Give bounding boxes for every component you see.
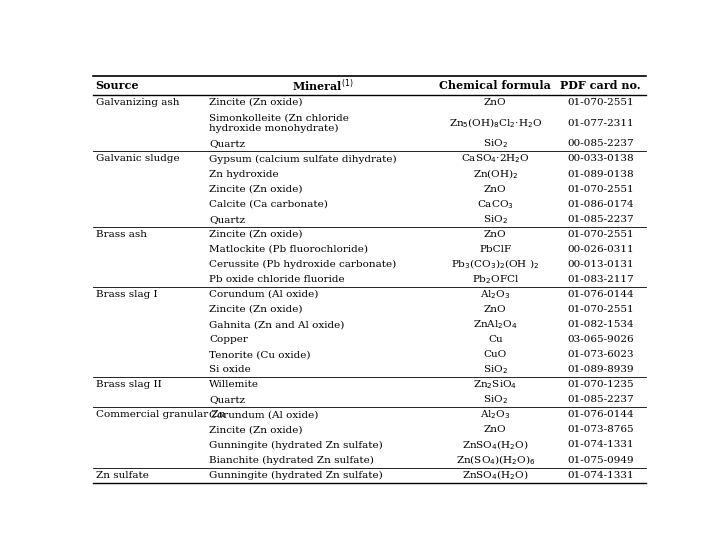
- Text: Simonkolleite (Zn chloride
hydroxide monohydrate): Simonkolleite (Zn chloride hydroxide mon…: [209, 113, 349, 133]
- Text: Corundum (Al oxide): Corundum (Al oxide): [209, 290, 319, 299]
- Text: Galvanizing ash: Galvanizing ash: [96, 98, 180, 107]
- Text: Gunningite (hydrated Zn sulfate): Gunningite (hydrated Zn sulfate): [209, 470, 383, 480]
- Text: Bianchite (hydrated Zn sulfate): Bianchite (hydrated Zn sulfate): [209, 456, 374, 464]
- Text: Gahnita (Zn and Al oxide): Gahnita (Zn and Al oxide): [209, 320, 345, 329]
- Text: 01-074-1331: 01-074-1331: [567, 440, 634, 450]
- Text: Al$_2$O$_3$: Al$_2$O$_3$: [480, 288, 510, 301]
- Text: Galvanic sludge: Galvanic sludge: [96, 154, 180, 164]
- Text: Calcite (Ca carbonate): Calcite (Ca carbonate): [209, 200, 328, 208]
- Text: Gunningite (hydrated Zn sulfate): Gunningite (hydrated Zn sulfate): [209, 440, 383, 450]
- Text: Pb$_3$(CO$_3$)$_2$(OH )$_2$: Pb$_3$(CO$_3$)$_2$(OH )$_2$: [451, 258, 539, 271]
- Text: 01-076-0144: 01-076-0144: [567, 410, 634, 420]
- Text: 00-033-0138: 00-033-0138: [567, 154, 634, 164]
- Text: 01-076-0144: 01-076-0144: [567, 290, 634, 299]
- Text: CaSO$_4$·2H$_2$O: CaSO$_4$·2H$_2$O: [461, 153, 530, 165]
- Text: 01-070-1235: 01-070-1235: [567, 380, 634, 389]
- Text: Chemical formula: Chemical formula: [439, 80, 552, 91]
- Text: Willemite: Willemite: [209, 380, 259, 389]
- Text: Mineral$^{(1)}$: Mineral$^{(1)}$: [292, 77, 353, 94]
- Text: Copper: Copper: [209, 335, 248, 344]
- Text: Matlockite (Pb fluorochloride): Matlockite (Pb fluorochloride): [209, 245, 368, 254]
- Text: 01-086-0174: 01-086-0174: [567, 200, 634, 208]
- Text: Zincite (Zn oxide): Zincite (Zn oxide): [209, 426, 303, 434]
- Text: Cerussite (Pb hydroxide carbonate): Cerussite (Pb hydroxide carbonate): [209, 260, 397, 269]
- Text: Gypsum (calcium sulfate dihydrate): Gypsum (calcium sulfate dihydrate): [209, 154, 397, 164]
- Text: 01-070-2551: 01-070-2551: [567, 305, 634, 314]
- Text: Tenorite (Cu oxide): Tenorite (Cu oxide): [209, 350, 311, 359]
- Text: Source: Source: [96, 80, 139, 91]
- Text: ZnAl$_2$O$_4$: ZnAl$_2$O$_4$: [473, 318, 518, 331]
- Text: Commercial granular Zn: Commercial granular Zn: [96, 410, 225, 420]
- Text: Quartz: Quartz: [209, 395, 245, 404]
- Text: Cu: Cu: [488, 335, 503, 344]
- Text: 03-065-9026: 03-065-9026: [567, 335, 634, 344]
- Text: 01-070-2551: 01-070-2551: [567, 98, 634, 107]
- Text: CaCO$_3$: CaCO$_3$: [477, 197, 514, 211]
- Text: Zincite (Zn oxide): Zincite (Zn oxide): [209, 98, 303, 107]
- Text: Si oxide: Si oxide: [209, 365, 251, 374]
- Text: Quartz: Quartz: [209, 214, 245, 224]
- Text: 00-013-0131: 00-013-0131: [567, 260, 634, 269]
- Text: 01-083-2117: 01-083-2117: [567, 275, 634, 284]
- Text: Brass slag II: Brass slag II: [96, 380, 162, 389]
- Text: Al$_2$O$_3$: Al$_2$O$_3$: [480, 409, 510, 421]
- Text: SiO$_2$: SiO$_2$: [483, 393, 508, 406]
- Text: ZnSO$_4$(H$_2$O): ZnSO$_4$(H$_2$O): [462, 468, 528, 482]
- Text: 01-085-2237: 01-085-2237: [567, 395, 634, 404]
- Text: ZnSO$_4$(H$_2$O): ZnSO$_4$(H$_2$O): [462, 438, 528, 452]
- Text: SiO$_2$: SiO$_2$: [483, 137, 508, 150]
- Text: 01-070-2551: 01-070-2551: [567, 230, 634, 238]
- Text: Zn$_5$(OH)$_8$Cl$_2$·H$_2$O: Zn$_5$(OH)$_8$Cl$_2$·H$_2$O: [448, 117, 542, 130]
- Text: SiO$_2$: SiO$_2$: [483, 363, 508, 376]
- Text: 01-074-1331: 01-074-1331: [567, 470, 634, 480]
- Text: 01-070-2551: 01-070-2551: [567, 184, 634, 194]
- Text: Pb$_2$OFCl: Pb$_2$OFCl: [472, 273, 519, 286]
- Text: 00-026-0311: 00-026-0311: [567, 245, 634, 254]
- Text: Zincite (Zn oxide): Zincite (Zn oxide): [209, 184, 303, 194]
- Text: 00-085-2237: 00-085-2237: [567, 139, 634, 148]
- Text: Zn hydroxide: Zn hydroxide: [209, 170, 279, 178]
- Text: SiO$_2$: SiO$_2$: [483, 213, 508, 225]
- Text: ZnO: ZnO: [484, 305, 507, 314]
- Text: 01-073-6023: 01-073-6023: [567, 350, 634, 359]
- Text: Zn sulfate: Zn sulfate: [96, 470, 149, 480]
- Text: 01-089-0138: 01-089-0138: [567, 170, 634, 178]
- Text: Zn(SO$_4$)(H$_2$O)$_6$: Zn(SO$_4$)(H$_2$O)$_6$: [456, 453, 535, 467]
- Text: 01-073-8765: 01-073-8765: [567, 426, 634, 434]
- Text: PDF card no.: PDF card no.: [560, 80, 641, 91]
- Text: 01-077-2311: 01-077-2311: [567, 119, 634, 127]
- Text: Corundum (Al oxide): Corundum (Al oxide): [209, 410, 319, 420]
- Text: 01-075-0949: 01-075-0949: [567, 456, 634, 464]
- Text: Zn(OH)$_2$: Zn(OH)$_2$: [473, 167, 518, 181]
- Text: 01-089-8939: 01-089-8939: [567, 365, 634, 374]
- Text: Zincite (Zn oxide): Zincite (Zn oxide): [209, 305, 303, 314]
- Text: Zn$_2$SiO$_4$: Zn$_2$SiO$_4$: [473, 379, 518, 391]
- Text: ZnO: ZnO: [484, 230, 507, 238]
- Text: 01-082-1534: 01-082-1534: [567, 320, 634, 329]
- Text: CuO: CuO: [484, 350, 507, 359]
- Text: 01-085-2237: 01-085-2237: [567, 214, 634, 224]
- Text: Zincite (Zn oxide): Zincite (Zn oxide): [209, 230, 303, 238]
- Text: ZnO: ZnO: [484, 184, 507, 194]
- Text: Quartz: Quartz: [209, 139, 245, 148]
- Text: Brass slag I: Brass slag I: [96, 290, 157, 299]
- Text: ZnO: ZnO: [484, 426, 507, 434]
- Text: Pb oxide chloride fluoride: Pb oxide chloride fluoride: [209, 275, 345, 284]
- Text: PbClF: PbClF: [479, 245, 511, 254]
- Text: Brass ash: Brass ash: [96, 230, 146, 238]
- Text: ZnO: ZnO: [484, 98, 507, 107]
